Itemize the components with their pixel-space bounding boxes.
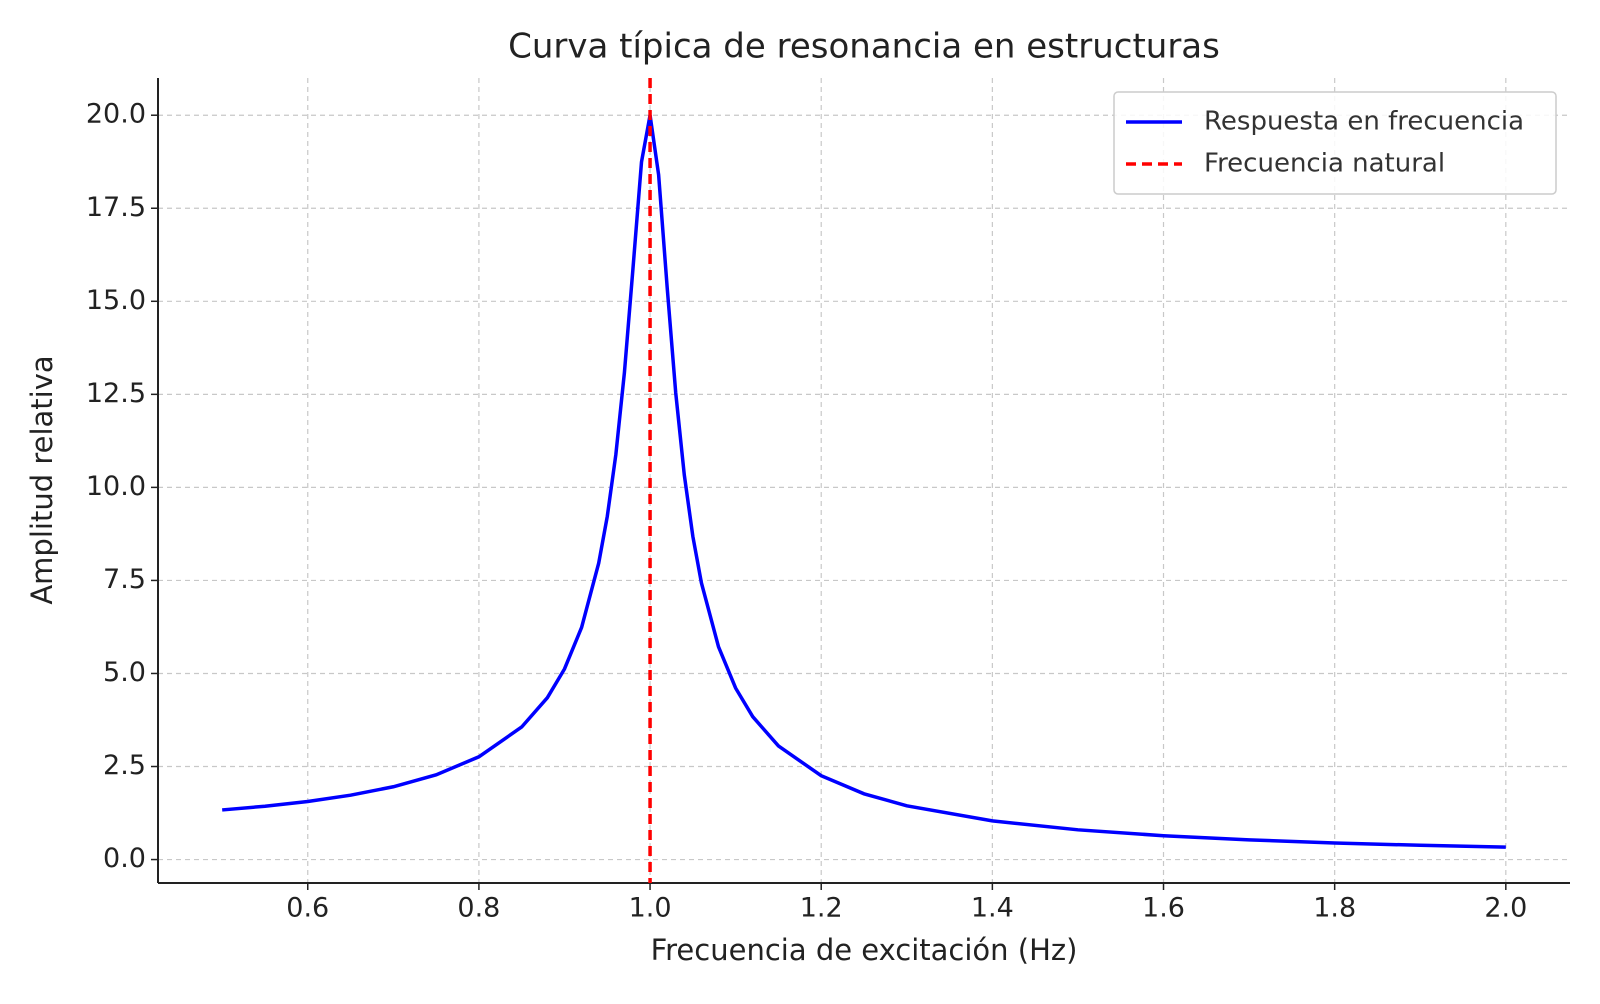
y-tick-label: 17.5 [86, 192, 146, 223]
data-line [222, 114, 1506, 849]
legend-label: Respuesta en frecuencia [1204, 107, 1524, 137]
y-tick-label: 10.0 [86, 471, 146, 502]
x-tick-label: 1.0 [629, 893, 672, 924]
x-tick-label: 1.6 [1142, 893, 1185, 924]
x-tick-label: 0.8 [457, 893, 500, 924]
x-tick-label: 0.6 [286, 893, 329, 924]
x-tick-label: 1.2 [800, 893, 843, 924]
legend: Respuesta en frecuencia Frecuencia natura… [1113, 91, 1557, 195]
y-tick-label: 0.0 [103, 843, 146, 874]
legend-box [1113, 91, 1557, 195]
y-tick-label: 12.5 [86, 378, 146, 409]
x-axis-label: Frecuencia de excitación (Hz) [651, 933, 1078, 967]
x-tick-label: 2.0 [1484, 893, 1527, 924]
x-tick-label: 1.8 [1313, 893, 1356, 924]
y-axis-label: Amplitud relativa [25, 355, 59, 604]
x-tick-label: 1.4 [971, 893, 1014, 924]
y-tick-label: 15.0 [86, 285, 146, 316]
y-tick-label: 5.0 [103, 657, 146, 688]
legend-label: Frecuencia natural [1204, 149, 1445, 179]
y-tick-label: 7.5 [103, 564, 146, 595]
y-tick-label: 20.0 [86, 99, 146, 130]
chart-title: Curva típica de resonancia en estructura… [508, 27, 1220, 67]
y-tick-label: 2.5 [103, 750, 146, 781]
